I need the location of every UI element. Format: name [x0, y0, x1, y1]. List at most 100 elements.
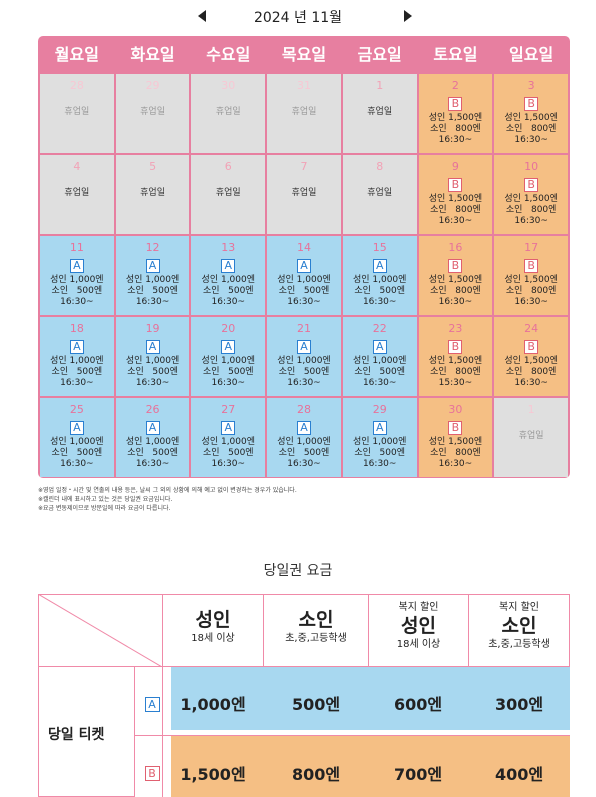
- price-tier-badge: A: [296, 421, 311, 435]
- day-number: 7: [300, 160, 308, 173]
- fee-b-welfare-child: 400엔: [494, 765, 544, 784]
- price-adult: 성인 1,000엔: [125, 356, 180, 366]
- calendar-day-cell: 14 A 성인 1,000엔 소인 500엔 16:30~: [267, 236, 341, 315]
- closed-label: 휴업일: [215, 107, 241, 117]
- calendar-day-cell: 27 A 성인 1,000엔 소인 500엔 16:30~: [191, 398, 266, 477]
- price-tier-badge: A: [69, 421, 84, 435]
- day-number: 4: [73, 160, 81, 173]
- day-number: 30: [221, 79, 236, 92]
- header-welfare-adult: 복지 할인 성인 18세 이상: [369, 602, 468, 652]
- price-child: 소인 500엔: [127, 448, 178, 458]
- note-line: ※요금 변동제이므로 방문일에 따라 요금이 다릅니다.: [38, 505, 171, 512]
- header-child: 소인 초,중,고등학생: [264, 608, 368, 646]
- price-tier-badge: A: [372, 421, 387, 435]
- open-time: 16:30~: [362, 378, 397, 388]
- day-number: 6: [224, 160, 232, 173]
- day-number: 18: [69, 322, 84, 335]
- prev-month-arrow-icon[interactable]: [198, 10, 206, 22]
- calendar-day-cell: 6 휴업일: [191, 155, 266, 234]
- open-time: 16:30~: [135, 459, 170, 469]
- calendar-day-cell: 21 A 성인 1,000엔 소인 500엔 16:30~: [267, 317, 341, 396]
- price-tier-badge: A: [221, 340, 236, 354]
- price-adult: 성인 1,500엔: [504, 113, 558, 123]
- note-line: ※영업 일정・시간 및 연출의 내용 등은, 날씨 그 외의 상황에 의해 예고…: [38, 487, 297, 494]
- calendar-day-cell: 29 휴업일: [115, 74, 190, 153]
- open-time: 16:30~: [287, 378, 321, 388]
- price-child: 소인 500엔: [127, 286, 178, 296]
- open-time: 16:30~: [60, 459, 94, 469]
- fee-a-adult: 1,000엔: [180, 695, 246, 714]
- day-number: 30: [448, 403, 463, 416]
- day-number: 10: [524, 160, 539, 173]
- price-child: 소인 500엔: [51, 367, 103, 377]
- price-tier-badge: A: [145, 259, 160, 273]
- open-time: 16:30~: [135, 297, 170, 307]
- price-tier-badge: B: [524, 259, 539, 273]
- day-number: 1: [527, 403, 535, 416]
- price-adult: 성인 1,000엔: [125, 437, 180, 447]
- header-child-label: 소인: [298, 609, 334, 631]
- price-tier-badge: A: [221, 421, 236, 435]
- fee-a-welfare-adult: 600엔: [393, 695, 443, 714]
- header-adult-sub: 18세 이상: [191, 633, 235, 644]
- price-tier-badge: B: [524, 340, 539, 354]
- row-label-day-ticket: 당일 티켓: [48, 727, 105, 743]
- day-number: 11: [69, 241, 84, 254]
- header-welfare-child-sub: 초,중,고등학생: [488, 639, 550, 650]
- price-adult: 성인 1,000엔: [50, 275, 104, 285]
- open-time: 16:30~: [514, 378, 548, 388]
- calendar-day-cell: 17 B 성인 1,500엔 소인 800엔 16:30~: [494, 236, 568, 315]
- open-time: 16:30~: [211, 297, 246, 307]
- price-tier-badge: A: [69, 259, 84, 273]
- calendar-day-cell: 18 A 성인 1,000엔 소인 500엔 16:30~: [40, 317, 114, 396]
- day-number: 9: [451, 160, 459, 173]
- open-time: 16:30~: [135, 378, 170, 388]
- day-number: 17: [524, 241, 539, 254]
- open-time: 16:30~: [438, 297, 473, 307]
- price-adult: 성인 1,000엔: [352, 275, 407, 285]
- day-number: 20: [221, 322, 236, 335]
- price-tier-badge: A: [145, 421, 160, 435]
- badge-b: B: [144, 766, 160, 781]
- calendar-day-cell: 9 B 성인 1,500엔 소인 800엔 16:30~: [418, 155, 493, 234]
- price-tier-badge: A: [221, 259, 236, 273]
- price-tier-badge: A: [69, 340, 84, 354]
- month-navigation: 2024 년 11월: [0, 4, 596, 30]
- calendar-weekday-header: 월요일 화요일 수요일 목요일 금요일 토요일 일요일: [40, 38, 568, 72]
- price-child: 소인 500엔: [202, 367, 254, 377]
- closed-label: 휴업일: [140, 107, 165, 117]
- day-number: 3: [527, 79, 535, 92]
- open-time: 16:30~: [514, 297, 548, 307]
- day-number: 31: [296, 79, 311, 92]
- price-adult: 성인 1,500엔: [428, 275, 483, 285]
- price-tier-badge: B: [524, 97, 539, 111]
- weekday-mon: 월요일: [54, 45, 99, 64]
- closed-label: 휴업일: [291, 107, 317, 117]
- day-number: 5: [149, 160, 157, 173]
- day-number: 26: [145, 403, 160, 416]
- price-tier-badge: B: [448, 178, 463, 192]
- price-child: 소인 500엔: [278, 286, 330, 296]
- price-adult: 성인 1,000엔: [201, 275, 256, 285]
- price-adult: 성인 1,500엔: [428, 356, 483, 366]
- open-time: 16:30~: [287, 459, 321, 469]
- price-adult: 성인 1,000엔: [352, 437, 407, 447]
- next-month-arrow-icon[interactable]: [404, 10, 412, 22]
- price-adult: 성인 1,500엔: [504, 275, 558, 285]
- day-number: 29: [372, 403, 387, 416]
- price-child: 소인 500엔: [202, 448, 254, 458]
- calendar-day-cell: 8 휴업일: [342, 155, 417, 234]
- fee-section-title: 당일권 요금: [263, 563, 333, 579]
- calendar-day-cell: 3 B 성인 1,500엔 소인 800엔 16:30~: [494, 74, 568, 153]
- calendar-day-cell: 22 A 성인 1,000엔 소인 500엔 16:30~: [342, 317, 417, 396]
- day-number: 24: [524, 322, 539, 335]
- price-adult: 성인 1,000엔: [352, 356, 407, 366]
- price-child: 소인 800엔: [505, 124, 557, 134]
- calendar-day-cell: 11 A 성인 1,000엔 소인 500엔 16:30~: [40, 236, 114, 315]
- note-line: ※캘린더 내에 표시하고 있는 것은 당일권 요금입니다.: [38, 496, 173, 503]
- price-child: 소인 500엔: [354, 367, 405, 377]
- price-adult: 성인 1,000엔: [277, 437, 331, 447]
- price-tier-badge: A: [145, 340, 160, 354]
- price-child: 소인 500엔: [202, 286, 254, 296]
- day-number: 27: [221, 403, 236, 416]
